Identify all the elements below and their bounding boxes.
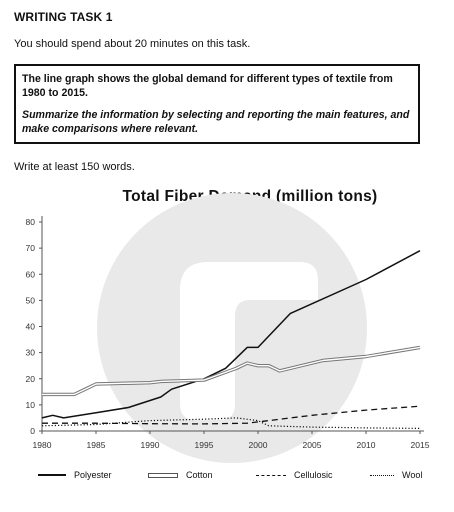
legend-item-wool: Wool [370, 468, 422, 482]
legend-label-cellulosic: Cellulosic [294, 470, 333, 480]
chart-axes: 0 10 20 30 40 50 60 70 80 1980 1985 1990 1995 2000 200… [26, 216, 430, 450]
task-prompt-box: The line graph shows the global demand f… [14, 64, 420, 144]
legend-item-cellulosic: Cellulosic [256, 468, 333, 482]
y-tick-label: 50 [26, 295, 36, 305]
prompt-description: The line graph shows the global demand f… [22, 73, 393, 99]
x-tick-label: 2015 [411, 440, 430, 450]
x-tick-label: 2005 [303, 440, 322, 450]
y-tick-label: 40 [26, 322, 36, 332]
legend-item-polyester: Polyester [38, 468, 112, 482]
y-tick-label: 0 [30, 426, 35, 436]
series-line-cellulosic [42, 405, 421, 425]
legend-swatch-cotton [148, 472, 178, 478]
x-tick-label: 2010 [357, 440, 376, 450]
series-line-wool [41, 417, 421, 429]
y-tick-label: 60 [26, 269, 36, 279]
legend-item-cotton: Cotton [148, 468, 213, 482]
legend-label-cotton: Cotton [186, 470, 213, 480]
y-tick-label: 70 [26, 243, 36, 253]
legend-swatch-cellulosic [256, 474, 286, 476]
y-tick-label: 30 [26, 348, 36, 358]
x-tick-label: 2000 [249, 440, 268, 450]
x-tick-label: 1985 [87, 440, 106, 450]
x-tick-label: 1995 [195, 440, 214, 450]
x-tick-label: 1990 [141, 440, 160, 450]
legend-swatch-wool [370, 474, 394, 476]
chart-series [41, 250, 421, 429]
prompt-instruction: Summarize the information by selecting a… [22, 109, 410, 135]
watermark-logo [97, 193, 367, 463]
y-tick-label: 10 [26, 400, 36, 410]
legend-label-wool: Wool [402, 470, 423, 480]
x-tick-label: 1980 [33, 440, 52, 450]
task-heading: WRITING TASK 1 [14, 10, 113, 24]
y-tick-label: 20 [26, 374, 36, 384]
legend-swatch-polyester [38, 474, 66, 476]
legend-label-polyester: Polyester [74, 470, 112, 480]
series-line-cotton-inner [42, 346, 421, 396]
watermark-glyph [180, 262, 318, 420]
chart-legend: Polyester Cotton Cellulosic Wool [20, 468, 440, 484]
y-tick-label: 80 [26, 217, 36, 227]
time-instruction: You should spend about 20 minutes on thi… [14, 38, 251, 50]
word-count-instruction: Write at least 150 words. [14, 161, 135, 173]
